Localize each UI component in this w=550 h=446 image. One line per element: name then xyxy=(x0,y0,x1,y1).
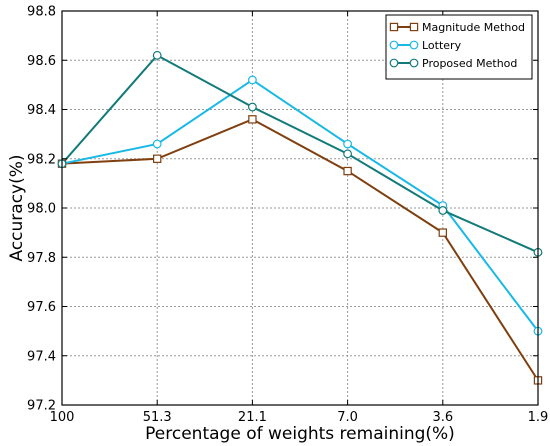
data-point-2-3 xyxy=(343,149,353,159)
y-axis-title: Accuracy(%) xyxy=(7,154,27,261)
series-lines xyxy=(61,54,539,381)
y-tick-label: 98.8 xyxy=(27,5,56,20)
legend-marker xyxy=(409,58,419,68)
data-point-1-3 xyxy=(343,139,353,149)
y-tick-labels: 97.2 97.4 97.6 97.8 98.0 98.2 98.4 98.6 98.8 xyxy=(27,5,56,414)
x-tick-label: 100 xyxy=(50,410,75,425)
legend-marker xyxy=(389,58,399,68)
legend-label: Lottery xyxy=(422,39,462,52)
y-tick-label: 97.4 xyxy=(27,349,56,364)
axis-ticks xyxy=(61,10,539,406)
y-tick-label: 97.6 xyxy=(27,300,56,315)
data-point-1-1 xyxy=(152,139,162,149)
y-tick-label: 97.8 xyxy=(27,251,56,266)
x-tick-label: 51.3 xyxy=(143,410,172,425)
data-point-0-1 xyxy=(153,154,162,163)
series-line-0 xyxy=(61,118,539,381)
x-tick-label: 7.0 xyxy=(337,410,358,425)
data-point-1-2 xyxy=(247,75,257,85)
data-point-2-1 xyxy=(152,50,162,60)
legend: Magnitude Method Lottery Proposed Method xyxy=(385,14,533,80)
data-point-2-4 xyxy=(438,206,448,215)
y-tick-label: 98.6 xyxy=(27,54,56,69)
data-point-0-4 xyxy=(438,228,448,237)
series-line-1 xyxy=(61,78,539,332)
series-line-2 xyxy=(61,54,539,254)
data-point-0-3 xyxy=(343,166,352,176)
y-tick-label: 97.2 xyxy=(27,399,56,414)
y-tick-label: 98.0 xyxy=(27,202,56,217)
x-tick-label: 21.1 xyxy=(238,410,267,425)
legend-label: Proposed Method xyxy=(422,57,517,70)
legend-marker xyxy=(409,40,419,50)
x-axis-title: Percentage of weights remaining(%) xyxy=(145,424,455,444)
x-tick-label: 1.9 xyxy=(528,410,549,425)
data-point-0-2 xyxy=(248,115,257,124)
series-markers xyxy=(57,50,543,385)
legend-marker xyxy=(409,22,419,32)
x-tick-labels: 100 51.3 21.1 7.0 3.6 1.9 xyxy=(50,410,549,425)
legend-label: Magnitude Method xyxy=(422,21,525,34)
legend-marker xyxy=(389,40,399,50)
data-point-2-2 xyxy=(247,102,257,112)
y-tick-label: 98.4 xyxy=(27,103,56,118)
legend-marker xyxy=(389,22,399,32)
y-tick-label: 98.2 xyxy=(27,152,56,167)
x-tick-label: 3.6 xyxy=(432,410,453,425)
